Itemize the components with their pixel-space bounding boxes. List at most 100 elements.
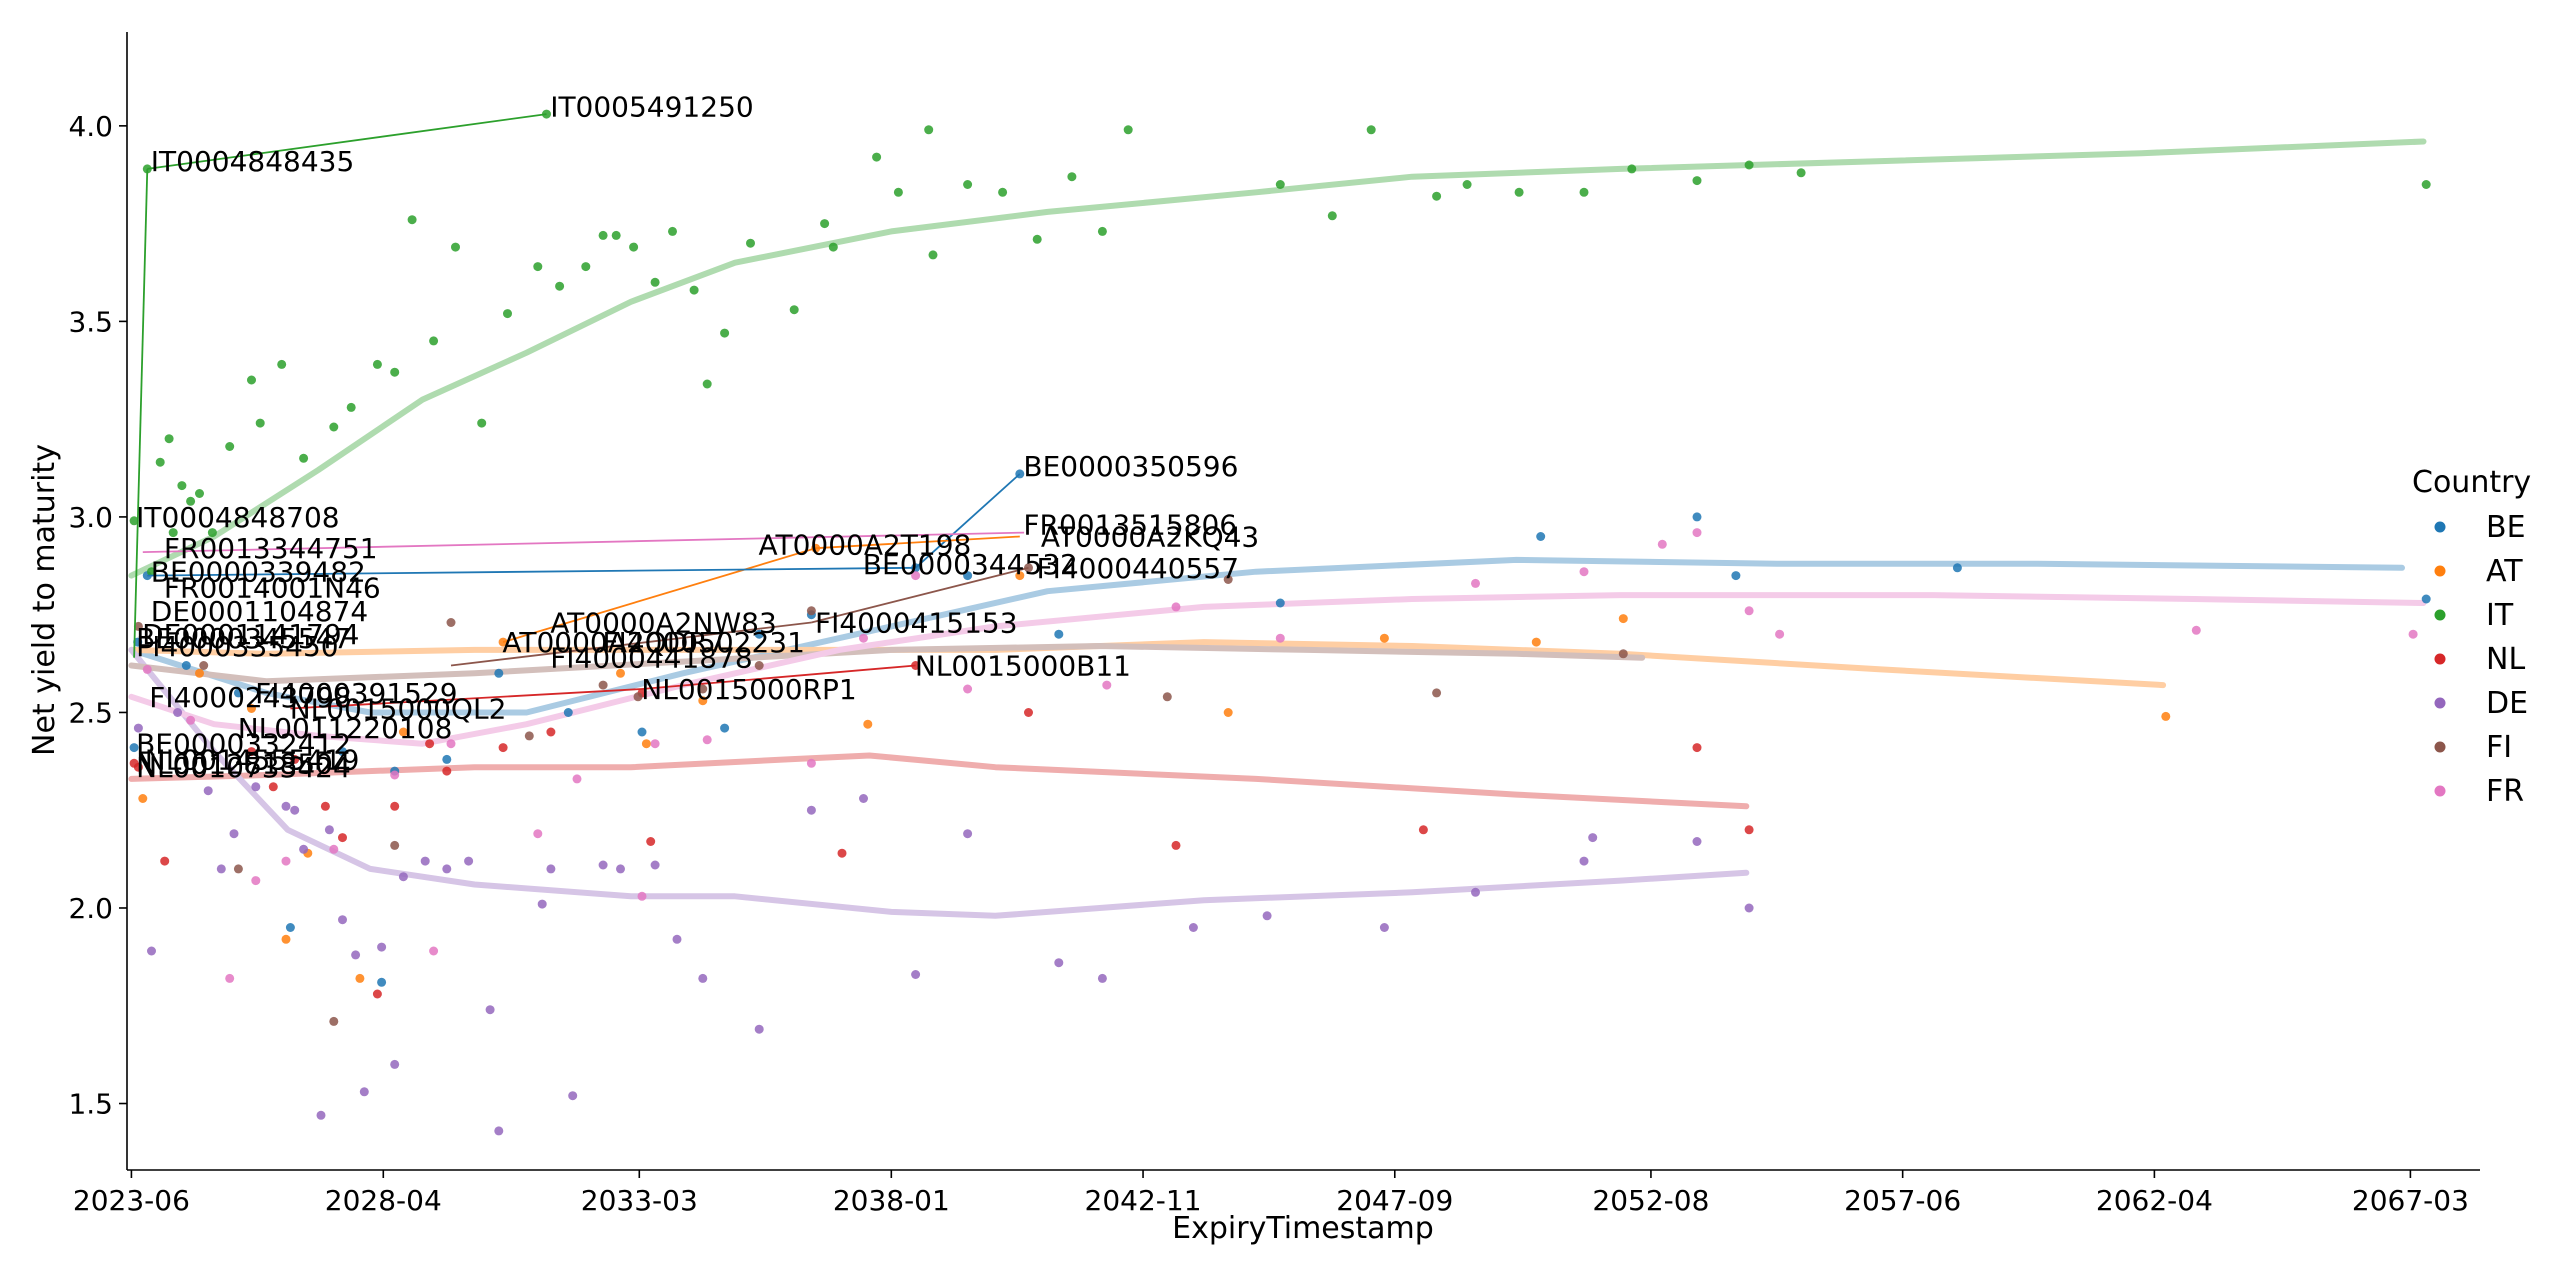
data-point-it: [924, 125, 934, 135]
x-tick-label: 2033-03: [581, 1184, 698, 1217]
data-point-nl: [133, 762, 143, 772]
data-point-fi: [1432, 688, 1442, 698]
data-point-nl: [372, 989, 382, 999]
data-point-nl: [390, 801, 400, 811]
data-point-de: [338, 915, 347, 925]
legend-label-de: DE: [2486, 686, 2528, 721]
data-point-it: [820, 219, 830, 229]
data-point-it: [346, 402, 356, 412]
data-point-nl: [1418, 825, 1428, 835]
data-point-it: [195, 489, 204, 498]
point-annotation-label: AT0000A2T198: [759, 528, 972, 561]
data-point-be: [338, 747, 347, 757]
point-annotation-label: IT0004848435: [151, 145, 355, 178]
data-point-fr: [429, 946, 439, 956]
data-point-at: [1531, 637, 1541, 647]
data-point-it: [390, 367, 400, 377]
data-point-de: [485, 1005, 495, 1015]
data-point-it: [1796, 168, 1806, 178]
legend-label-it: IT: [2486, 598, 2514, 633]
data-point-nl: [290, 754, 300, 764]
data-point-de: [1097, 973, 1107, 983]
data-point-it: [1275, 180, 1285, 189]
x-tick-label: 2047-09: [1336, 1184, 1453, 1217]
data-point-it: [225, 442, 235, 451]
annotation-connector: [147, 113, 547, 170]
annotation-connector: [811, 566, 1029, 624]
legend-label-fr: FR: [2486, 774, 2524, 809]
data-point-de: [442, 864, 452, 874]
data-point-fr: [446, 739, 456, 749]
data-point-fr: [281, 856, 291, 866]
data-point-de: [133, 723, 143, 733]
data-point-be: [2421, 594, 2431, 604]
data-point-fr: [251, 876, 261, 886]
data-point-de: [1744, 903, 1754, 913]
point-annotation-label: FI4000243798: [149, 681, 352, 714]
data-point-de: [1054, 958, 1064, 968]
data-point-de: [147, 946, 156, 956]
y-tick-label: 3.0: [68, 501, 113, 534]
x-tick-label: 2028-04: [325, 1184, 442, 1217]
data-points: [129, 109, 2431, 1136]
data-point-be: [1952, 563, 1962, 573]
data-point-fr: [1692, 528, 1702, 538]
point-annotation-label: BE0000350596: [1023, 450, 1238, 483]
data-point-it: [477, 418, 487, 428]
data-point-fr: [1775, 629, 1785, 639]
data-point-nl: [247, 747, 256, 757]
legend-marker-at: [2434, 565, 2446, 577]
data-point-it: [1514, 187, 1524, 197]
data-point-it: [407, 215, 417, 225]
data-point-de: [537, 899, 547, 909]
data-point-de: [546, 864, 556, 874]
data-point-it: [668, 226, 677, 236]
point-annotation-label: FI4000502231: [602, 626, 805, 659]
data-point-be: [1536, 532, 1546, 541]
data-point-fr: [1102, 680, 1112, 690]
data-point-at: [2161, 711, 2171, 721]
data-point-de: [1692, 837, 1702, 846]
y-tick-label: 3.5: [68, 305, 113, 338]
data-point-fr: [1657, 539, 1667, 549]
data-point-at: [247, 704, 256, 713]
data-point-nl: [837, 848, 847, 858]
data-point-it: [177, 481, 187, 491]
data-point-it: [1627, 164, 1637, 174]
point-annotation-label: NL0014555419: [145, 743, 360, 776]
data-point-fr: [329, 844, 339, 854]
data-point-it: [1432, 191, 1442, 201]
data-point-it: [746, 238, 755, 248]
data-point-it: [581, 262, 591, 272]
data-point-at: [698, 696, 708, 706]
legend-label-nl: NL: [2486, 642, 2525, 677]
point-annotation-label: NL0015000RP1: [641, 673, 856, 706]
trend-line-nl: [128, 752, 1750, 810]
data-point-de: [203, 786, 213, 796]
data-point-nl: [442, 766, 452, 776]
annotation-connector: [290, 688, 643, 710]
annotation-connector: [133, 168, 149, 658]
data-point-it: [1692, 176, 1702, 186]
data-point-fr: [2408, 629, 2418, 639]
data-point-be: [1692, 512, 1702, 522]
data-point-be: [563, 708, 573, 717]
data-point-fi: [524, 731, 534, 741]
legend-label-fi: FI: [2486, 730, 2512, 765]
data-point-fr: [859, 633, 868, 643]
annotation-connector: [142, 531, 1025, 553]
data-point-it: [611, 230, 621, 240]
trend-line-fr: [128, 592, 2427, 747]
data-point-fr: [911, 571, 921, 581]
data-point-be: [442, 754, 452, 764]
data-point-nl: [1171, 840, 1181, 850]
data-point-fi: [133, 621, 143, 631]
data-point-nl: [546, 727, 556, 737]
data-point-fi: [1618, 649, 1628, 659]
data-point-be: [963, 571, 973, 581]
data-point-de: [754, 1024, 764, 1034]
point-annotation-label: AT0000A2KQ43: [1041, 521, 1259, 554]
y-tick-label: 1.5: [68, 1088, 113, 1121]
data-point-nl: [1692, 743, 1702, 753]
